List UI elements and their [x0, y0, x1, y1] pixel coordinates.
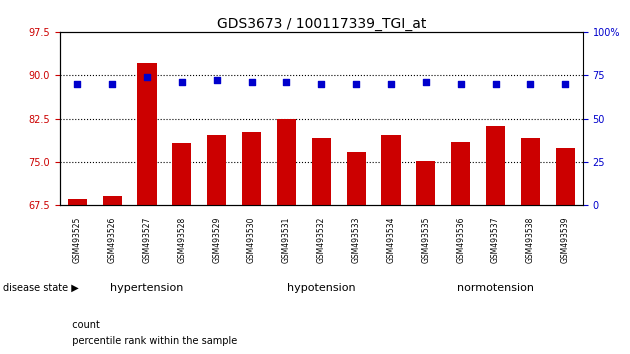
- Text: GSM493528: GSM493528: [178, 217, 186, 263]
- Bar: [207, 135, 226, 205]
- Bar: [67, 199, 87, 205]
- Text: GSM493525: GSM493525: [73, 217, 82, 263]
- Bar: [277, 119, 296, 205]
- Point: [316, 81, 326, 87]
- Text: hypertension: hypertension: [110, 282, 184, 293]
- Point: [455, 81, 466, 87]
- Text: GSM493535: GSM493535: [421, 217, 430, 263]
- Point: [177, 79, 187, 85]
- Bar: [137, 63, 157, 205]
- Point: [351, 81, 361, 87]
- Bar: [451, 142, 471, 205]
- Point: [560, 81, 570, 87]
- Text: GSM493536: GSM493536: [456, 217, 465, 263]
- Text: GSM493529: GSM493529: [212, 217, 221, 263]
- Point: [386, 81, 396, 87]
- Bar: [416, 161, 435, 205]
- Bar: [521, 138, 540, 205]
- Point: [72, 81, 83, 87]
- Point: [246, 79, 256, 85]
- Point: [212, 78, 222, 83]
- Text: GSM493527: GSM493527: [142, 217, 151, 263]
- Bar: [103, 196, 122, 205]
- Bar: [242, 132, 261, 205]
- Point: [107, 81, 117, 87]
- Text: GSM493530: GSM493530: [247, 217, 256, 263]
- Bar: [312, 138, 331, 205]
- Text: GSM493538: GSM493538: [526, 217, 535, 263]
- Text: GSM493532: GSM493532: [317, 217, 326, 263]
- Point: [282, 79, 292, 85]
- Point: [421, 79, 431, 85]
- Point: [525, 81, 536, 87]
- Bar: [486, 126, 505, 205]
- Bar: [172, 143, 192, 205]
- Text: GSM493533: GSM493533: [352, 217, 360, 263]
- Text: GSM493537: GSM493537: [491, 217, 500, 263]
- Bar: [346, 152, 366, 205]
- Point: [491, 81, 501, 87]
- Bar: [556, 148, 575, 205]
- Text: GSM493531: GSM493531: [282, 217, 291, 263]
- Text: hypotension: hypotension: [287, 282, 355, 293]
- Text: GSM493534: GSM493534: [387, 217, 396, 263]
- Text: percentile rank within the sample: percentile rank within the sample: [66, 336, 238, 346]
- Bar: [381, 135, 401, 205]
- Text: normotension: normotension: [457, 282, 534, 293]
- Text: GSM493526: GSM493526: [108, 217, 117, 263]
- Point: [142, 74, 152, 80]
- Text: GSM493539: GSM493539: [561, 217, 570, 263]
- Text: count: count: [66, 320, 100, 330]
- Text: disease state ▶: disease state ▶: [3, 282, 79, 293]
- Title: GDS3673 / 100117339_TGI_at: GDS3673 / 100117339_TGI_at: [217, 17, 426, 31]
